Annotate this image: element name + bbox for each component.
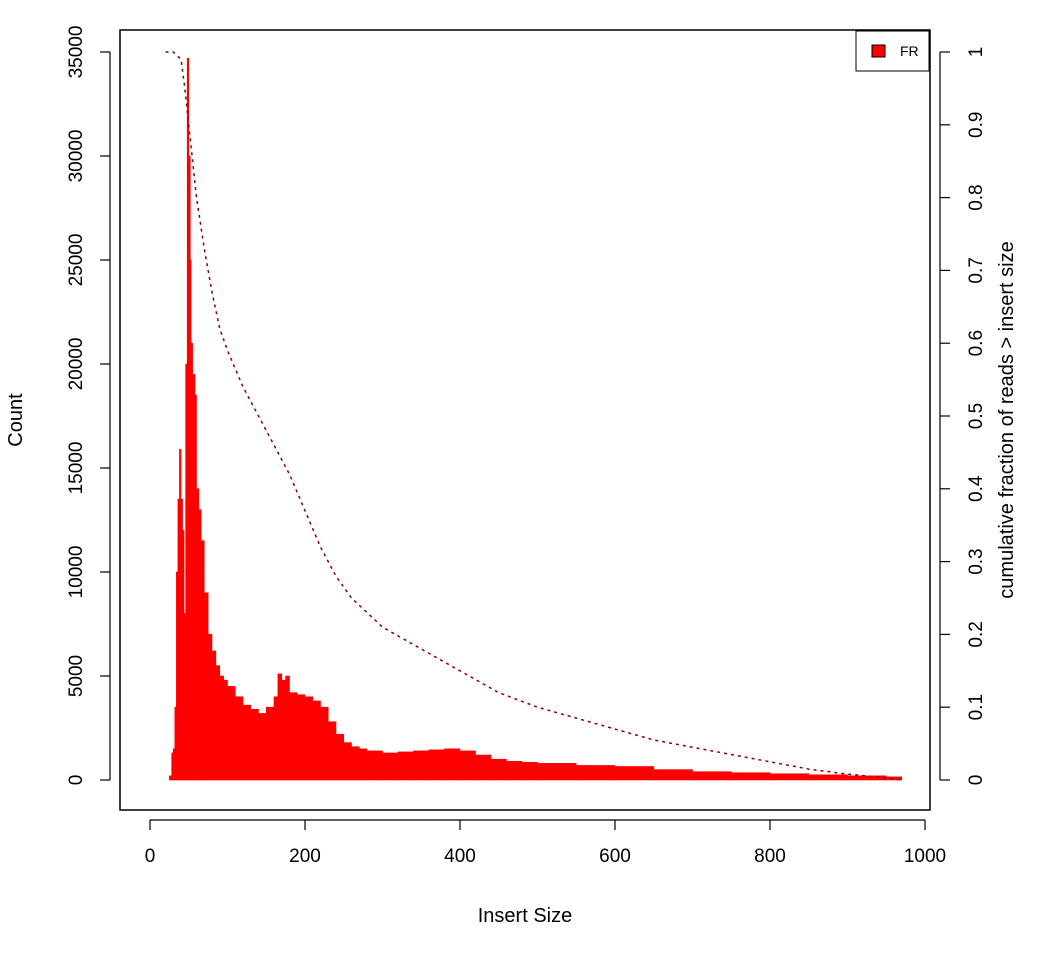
histogram-bar [490, 758, 507, 781]
histogram-bar [575, 765, 616, 781]
y-tick-label: 25000 [66, 234, 87, 287]
histogram-bar [285, 675, 290, 781]
histogram-bar [366, 750, 383, 781]
histogram-bar [730, 772, 771, 781]
histogram-bar [203, 592, 209, 781]
y-axis-right: 0 0.1 0.2 0.3 0.4 0.5 0.6 0.7 0.8 0.9 1 [939, 47, 987, 786]
histogram-bar [351, 746, 360, 781]
histogram-bar [692, 771, 732, 781]
y-tick-label: 20000 [66, 338, 87, 391]
histogram-bar [219, 675, 224, 781]
histogram-bar [258, 713, 267, 781]
legend-box [855, 30, 930, 72]
y-axis-title: Count [5, 393, 27, 447]
histogram-bar [289, 692, 298, 781]
histogram-bar [242, 704, 252, 781]
x-tick-label: 800 [754, 846, 786, 867]
histogram-bar [296, 694, 306, 781]
histogram-bar [207, 634, 213, 781]
y-tick-label: 5000 [66, 655, 87, 697]
histogram-bar [227, 686, 236, 781]
histogram-bar [358, 748, 368, 781]
y-axis-left: 0 5000 10000 15000 20000 25000 30000 35000 [66, 26, 111, 786]
histogram-bar [273, 696, 279, 781]
histogram-bar [335, 733, 345, 781]
y2-tick-label: 0.4 [966, 475, 987, 502]
cumulative-line-layer [165, 51, 902, 781]
histogram-bar [223, 679, 228, 781]
histogram-bar [521, 762, 538, 781]
histogram-bar [397, 751, 414, 781]
histogram-bar [169, 775, 172, 781]
histogram-bar [281, 679, 286, 781]
histogram-bar [885, 776, 903, 781]
histogram-bar [382, 752, 399, 781]
histogram-bar [192, 374, 196, 781]
y-tick-label: 15000 [66, 442, 87, 495]
histogram-bar [653, 769, 693, 781]
histogram-bar [428, 749, 445, 781]
plot-frame [119, 29, 931, 811]
histogram-bar [327, 721, 337, 781]
y-tick-label: 0 [66, 775, 87, 786]
y2-tick-label: 0.6 [966, 330, 987, 356]
y2-axis-title: cumulative fraction of reads > insert si… [996, 241, 1018, 598]
y2-tick-label: 0.7 [966, 257, 987, 283]
y-tick-label: 35000 [66, 26, 87, 79]
histogram-bar [847, 775, 887, 781]
histogram-bar [277, 673, 283, 781]
histogram-bar [265, 706, 275, 781]
y2-tick-label: 0.1 [966, 694, 987, 720]
x-tick-label: 1000 [904, 846, 946, 867]
y-tick-label: 30000 [66, 130, 87, 183]
histogram-bars [169, 57, 903, 781]
cumulative-fraction-line [165, 51, 902, 781]
histogram-bar [343, 742, 352, 781]
histogram-bar [211, 650, 217, 781]
histogram-bar [413, 750, 430, 781]
histogram-bar [475, 754, 492, 781]
legend-swatch-fr [871, 44, 886, 58]
x-tick-label: 400 [444, 846, 476, 867]
histogram-bar [234, 696, 244, 781]
y2-tick-label: 0.2 [966, 621, 987, 647]
histogram-bar [200, 540, 205, 781]
histogram-bar [769, 773, 810, 781]
y2-tick-label: 0.5 [966, 403, 987, 429]
y2-tick-label: 1 [966, 47, 987, 58]
histogram-bar [444, 748, 461, 781]
histogram-bar [537, 763, 577, 781]
histogram-bar [312, 700, 321, 781]
y2-tick-label: 0.3 [966, 548, 987, 574]
y-tick-label: 10000 [66, 546, 87, 599]
y2-tick-label: 0 [966, 775, 987, 786]
histogram-bar [304, 696, 314, 781]
x-tick-label: 600 [599, 846, 631, 867]
x-tick-label: 200 [289, 846, 321, 867]
histogram-bar [250, 708, 259, 781]
legend: FR [855, 30, 930, 72]
histogram-bar [320, 706, 329, 781]
histogram-bar [196, 488, 200, 781]
histogram-bar [506, 760, 523, 781]
histogram-bar [459, 750, 476, 781]
y2-tick-label: 0.9 [966, 112, 987, 138]
histogram-bar [614, 766, 655, 781]
histogram-bar [198, 509, 202, 781]
x-axis-title: Insert Size [478, 905, 572, 927]
histogram-bar [215, 665, 221, 781]
legend-label-fr: FR [900, 43, 919, 59]
histogram-bar [808, 774, 848, 781]
x-tick-label: 0 [145, 846, 156, 867]
x-axis: 0 200 400 600 800 1000 [145, 819, 946, 867]
y2-tick-label: 0.8 [966, 184, 987, 210]
